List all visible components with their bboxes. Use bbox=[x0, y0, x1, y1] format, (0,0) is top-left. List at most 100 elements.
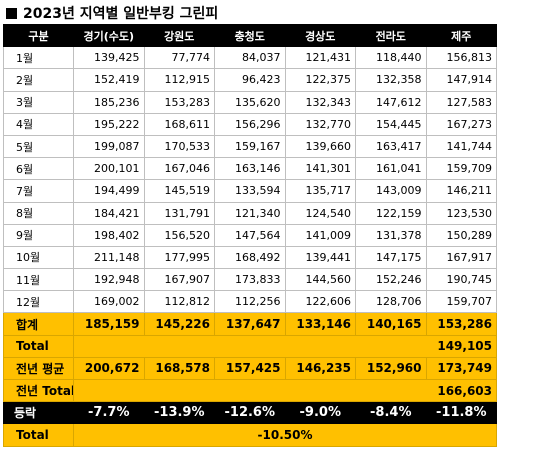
header-cell: 충청도 bbox=[214, 23, 286, 48]
value-cell: 112,915 bbox=[143, 68, 215, 92]
value-cell: 167,917 bbox=[425, 245, 497, 270]
value-cell: 173,833 bbox=[214, 268, 286, 292]
value-cell: 139,441 bbox=[284, 245, 356, 270]
header-cell: 제주 bbox=[425, 23, 497, 48]
value-cell: 128,706 bbox=[355, 290, 427, 314]
value-cell: 144,560 bbox=[284, 268, 356, 292]
prev-avg-value: 146,235 bbox=[284, 356, 356, 381]
change-total-value: -10.50% bbox=[73, 423, 497, 447]
prev-total-row: 전년 Total 166,603 bbox=[3, 378, 497, 403]
value-cell: 122,606 bbox=[284, 290, 356, 314]
month-row: 8월 184,421 131,791 121,340 124,540 122,159 123… bbox=[3, 201, 497, 225]
prev-avg-value: 152,960 bbox=[355, 356, 427, 381]
header-cell: 강원도 bbox=[143, 23, 215, 48]
value-cell: 121,340 bbox=[214, 201, 286, 225]
value-cell: 152,246 bbox=[355, 268, 427, 292]
value-cell: 156,520 bbox=[143, 223, 215, 247]
value-cell: 118,440 bbox=[355, 46, 427, 70]
prev-avg-value: 157,425 bbox=[214, 356, 286, 381]
month-row: 2월 152,419 112,915 96,423 122,375 132,358 147,… bbox=[3, 68, 497, 92]
value-cell: 112,812 bbox=[143, 290, 215, 314]
sum-value: 133,146 bbox=[284, 312, 356, 336]
month-row: 10월 211,148 177,995 168,492 139,441 147,175 16… bbox=[3, 245, 497, 270]
sum-value: 145,226 bbox=[143, 312, 215, 336]
change-value: -12.6% bbox=[214, 401, 286, 425]
value-cell: 147,914 bbox=[425, 68, 497, 92]
value-cell: 121,431 bbox=[284, 46, 356, 70]
month-label: 5월 bbox=[3, 134, 74, 159]
month-label: 11월 bbox=[3, 268, 74, 292]
change-value: -7.7% bbox=[73, 401, 145, 425]
value-cell: 177,995 bbox=[143, 245, 215, 270]
value-cell: 141,301 bbox=[284, 157, 356, 181]
value-cell: 147,175 bbox=[355, 245, 427, 270]
prev-avg-row: 전년 평균 200,672 168,578 157,425 146,235 152,960… bbox=[3, 356, 497, 381]
prev-avg-value: 168,578 bbox=[143, 356, 215, 381]
month-label: 6월 bbox=[3, 157, 74, 181]
value-cell: 131,791 bbox=[143, 201, 215, 225]
change-value: -9.0% bbox=[284, 401, 356, 425]
value-cell: 132,343 bbox=[284, 90, 356, 114]
value-cell: 135,717 bbox=[284, 179, 356, 203]
value-cell: 170,533 bbox=[143, 134, 215, 159]
month-row: 4월 195,222 168,611 156,296 132,770 154,445 167… bbox=[3, 112, 497, 136]
value-cell: 169,002 bbox=[73, 290, 145, 314]
green-fee-table: 구분 경기(수도) 강원도 충청도 경상도 전라도 제주 1월 139,425 77… bbox=[3, 23, 497, 447]
value-cell: 167,273 bbox=[425, 112, 497, 136]
value-cell: 96,423 bbox=[214, 68, 286, 92]
change-row: 등락 -7.7% -13.9% -12.6% -9.0% -8.4% -11.8% bbox=[3, 401, 497, 425]
value-cell: 139,425 bbox=[73, 46, 145, 70]
month-row: 6월 200,101 167,046 163,146 141,301 161,041 159… bbox=[3, 157, 497, 181]
month-label: 7월 bbox=[3, 179, 74, 203]
value-cell: 150,289 bbox=[425, 223, 497, 247]
month-row: 12월 169,002 112,812 112,256 122,606 128,706 15… bbox=[3, 290, 497, 314]
value-cell: 195,222 bbox=[73, 112, 145, 136]
value-cell: 133,594 bbox=[214, 179, 286, 203]
month-row: 5월 199,087 170,533 159,167 139,660 163,417 141… bbox=[3, 134, 497, 159]
value-cell: 132,358 bbox=[355, 68, 427, 92]
change-label: 등락 bbox=[3, 401, 74, 425]
total-value: 149,105 bbox=[73, 334, 497, 358]
change-value: -13.9% bbox=[143, 401, 215, 425]
value-cell: 123,530 bbox=[425, 201, 497, 225]
value-cell: 159,709 bbox=[425, 157, 497, 181]
header-cell: 경상도 bbox=[284, 23, 356, 48]
report-title: 2023년 지역별 일반부킹 그린피 bbox=[23, 6, 219, 22]
header-cell: 경기(수도) bbox=[73, 23, 145, 48]
value-cell: 127,583 bbox=[425, 90, 497, 114]
value-cell: 167,907 bbox=[143, 268, 215, 292]
value-cell: 122,375 bbox=[284, 68, 356, 92]
month-label: 1월 bbox=[3, 46, 74, 70]
month-label: 4월 bbox=[3, 112, 74, 136]
header-cell: 전라도 bbox=[355, 23, 427, 48]
value-cell: 154,445 bbox=[355, 112, 427, 136]
value-cell: 159,167 bbox=[214, 134, 286, 159]
month-label: 10월 bbox=[3, 245, 74, 270]
value-cell: 185,236 bbox=[73, 90, 145, 114]
month-label: 12월 bbox=[3, 290, 74, 314]
total-row: Total 149,105 bbox=[3, 334, 497, 358]
black-square-icon bbox=[6, 7, 17, 19]
value-cell: 199,087 bbox=[73, 134, 145, 159]
report-title-area: 2023년 지역별 일반부킹 그린피 bbox=[6, 2, 218, 24]
month-label: 9월 bbox=[3, 223, 74, 247]
month-row: 11월 192,948 167,907 173,833 144,560 152,246 19… bbox=[3, 268, 497, 292]
value-cell: 135,620 bbox=[214, 90, 286, 114]
header-row: 구분 경기(수도) 강원도 충청도 경상도 전라도 제주 bbox=[3, 23, 497, 48]
value-cell: 167,046 bbox=[143, 157, 215, 181]
sum-value: 153,286 bbox=[425, 312, 497, 336]
value-cell: 77,774 bbox=[143, 46, 215, 70]
value-cell: 159,707 bbox=[425, 290, 497, 314]
sum-value: 140,165 bbox=[355, 312, 427, 336]
value-cell: 139,660 bbox=[284, 134, 356, 159]
value-cell: 161,041 bbox=[355, 157, 427, 181]
prev-total-label: 전년 Total bbox=[3, 378, 74, 403]
value-cell: 146,211 bbox=[425, 179, 497, 203]
header-cell: 구분 bbox=[3, 23, 74, 48]
change-total-label: Total bbox=[3, 423, 74, 447]
month-label: 2월 bbox=[3, 68, 74, 92]
value-cell: 131,378 bbox=[355, 223, 427, 247]
value-cell: 132,770 bbox=[284, 112, 356, 136]
value-cell: 124,540 bbox=[284, 201, 356, 225]
sum-value: 137,647 bbox=[214, 312, 286, 336]
